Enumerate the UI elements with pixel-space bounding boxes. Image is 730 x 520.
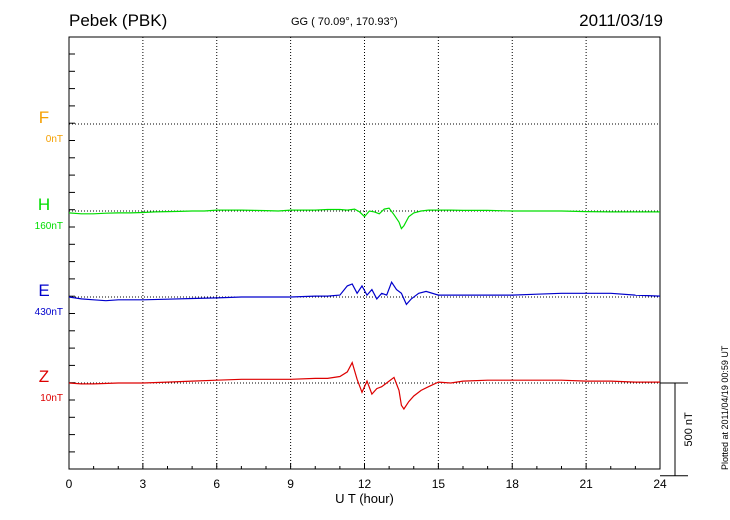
x-tick-label: 3 xyxy=(140,477,147,491)
x-tick-label: 6 xyxy=(213,477,220,491)
x-tick-label: 15 xyxy=(432,477,446,491)
series-line-z xyxy=(69,363,660,409)
x-tick-label: 24 xyxy=(653,477,667,491)
series-name-f: F xyxy=(39,108,49,127)
series-labels: F 0nT H 160nT E 430nT Z 10nT xyxy=(35,108,63,404)
date-label: 2011/03/19 xyxy=(579,11,663,31)
x-tick-label: 12 xyxy=(358,477,372,491)
x-tick-label: 18 xyxy=(506,477,520,491)
gridlines xyxy=(69,37,660,469)
series-offset-h: 160nT xyxy=(35,221,63,232)
x-tick-label: 0 xyxy=(66,477,73,491)
station-title: Pebek (PBK) xyxy=(69,11,167,31)
series-name-h: H xyxy=(38,195,50,214)
scale-bar-label: 500 nT xyxy=(683,412,695,447)
x-axis-ticks: 0 3 6 9 12 15 18 21 24 xyxy=(66,54,667,491)
plotted-timestamp: Plotted at 2011/04/19 00:59 UT xyxy=(720,346,730,470)
series-offset-e: 430nT xyxy=(35,307,63,318)
coordinates-label: GG ( 70.09°, 170.93°) xyxy=(291,16,398,28)
series-offset-z: 10nT xyxy=(40,393,63,404)
scale-bar: 500 nT xyxy=(660,383,695,476)
x-tick-label: 21 xyxy=(579,477,593,491)
series-name-z: Z xyxy=(39,367,49,386)
series-offset-f: 0nT xyxy=(46,134,63,145)
x-tick-label: 9 xyxy=(287,477,294,491)
x-axis-label: U T (hour) xyxy=(335,491,394,506)
series-name-e: E xyxy=(38,281,49,300)
